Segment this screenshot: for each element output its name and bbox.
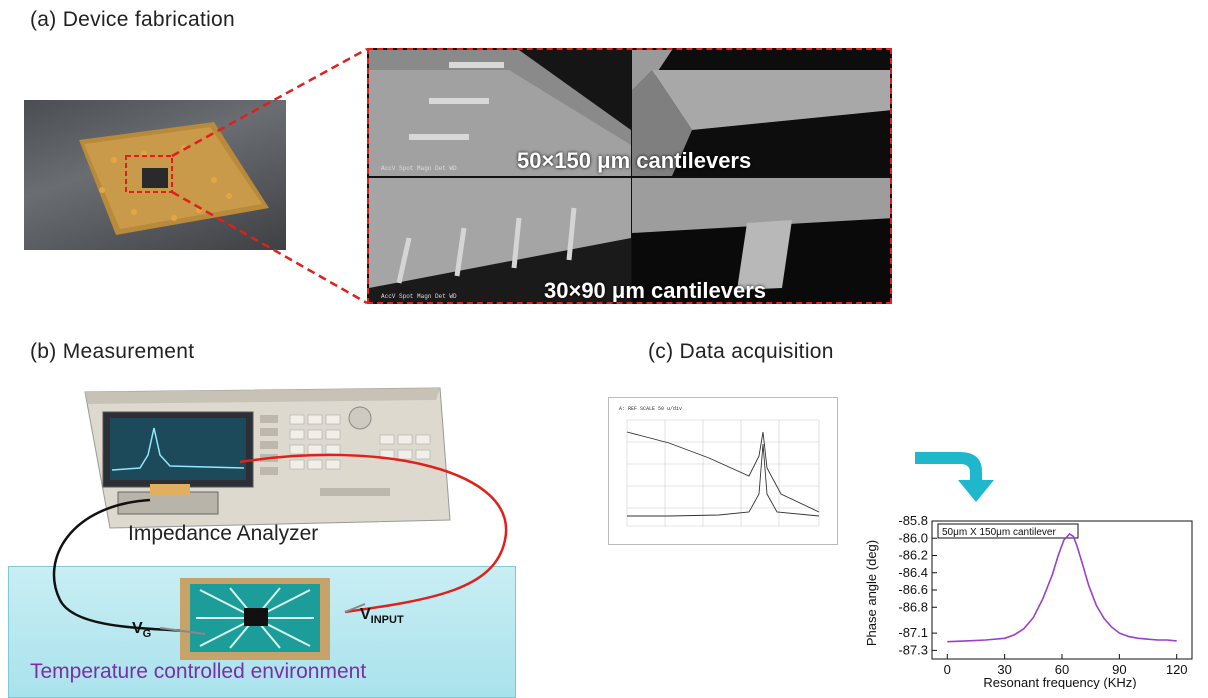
x-axis-label: Resonant frequency (KHz): [983, 675, 1136, 689]
x-tick-label: 30: [997, 662, 1011, 677]
y-tick-label: -86.4: [898, 565, 928, 580]
y-tick-label: -87.3: [898, 642, 928, 657]
chip-photo: [24, 100, 286, 250]
sem-image-bottom-left: AccV Spot Magn Det WD: [369, 178, 631, 302]
x-tick-label: 90: [1112, 662, 1126, 677]
svg-text:AccV Spot Magn Det WD: AccV Spot Magn Det WD: [381, 293, 457, 300]
impedance-analyzer-label: Impedance Analyzer: [128, 522, 319, 545]
x-tick-label: 60: [1055, 662, 1069, 677]
x-tick-label: 120: [1166, 662, 1188, 677]
svg-text:AccV Spot Magn Det WD: AccV Spot Magn Det WD: [381, 165, 457, 172]
section-a-title: (a) Device fabrication: [30, 8, 236, 31]
section-b-title: (b) Measurement: [30, 340, 195, 363]
sem-image-top-right: [632, 50, 890, 176]
sem-label-30x90: 30×90 μm cantilevers: [544, 278, 766, 303]
annotation-text: 50μm X 150μm cantilever: [942, 527, 1056, 538]
y-axis-label: Phase angle (deg): [864, 540, 879, 646]
x-tick-label: 0: [944, 662, 951, 677]
analyzer-screenshot: A: REF SCALE 50 u/div: [608, 397, 838, 545]
y-tick-label: -86.8: [898, 599, 928, 614]
sem-label-50x150: 50×150 μm cantilevers: [517, 148, 752, 173]
phase-series-line: [947, 532, 1177, 643]
vinput-label: VINPUT: [360, 606, 404, 627]
y-tick-label: -87.1: [898, 625, 928, 640]
svg-text:A: REF SCALE 50 u/div: A: REF SCALE 50 u/div: [619, 406, 682, 412]
y-tick-label: -86.6: [898, 582, 928, 597]
phase-angle-chart: 0 30 60 90 120 -85.8 -86.0 -86.2 -86.4 -86.6 -86.8…: [864, 515, 1193, 689]
plot-area: [931, 520, 1193, 660]
vg-label: VG: [132, 620, 152, 641]
environment-label: Temperature controlled environment: [30, 660, 367, 683]
sem-image-top-left: AccV Spot Magn Det WD: [369, 50, 631, 176]
y-tick-label: -86.0: [898, 530, 928, 545]
section-c-title: (c) Data acquisition: [648, 340, 834, 363]
annotation-box: [937, 523, 1079, 539]
sem-image-bottom-right: [632, 178, 890, 302]
curved-arrow-icon: [915, 452, 994, 502]
y-tick-label: -85.8: [898, 515, 928, 528]
chip-photo-graphic: [79, 122, 269, 235]
y-tick-label: -86.2: [898, 548, 928, 563]
sem-image-panel: AccV Spot Magn Det WD AccV Spot Magn Det…: [367, 48, 892, 304]
